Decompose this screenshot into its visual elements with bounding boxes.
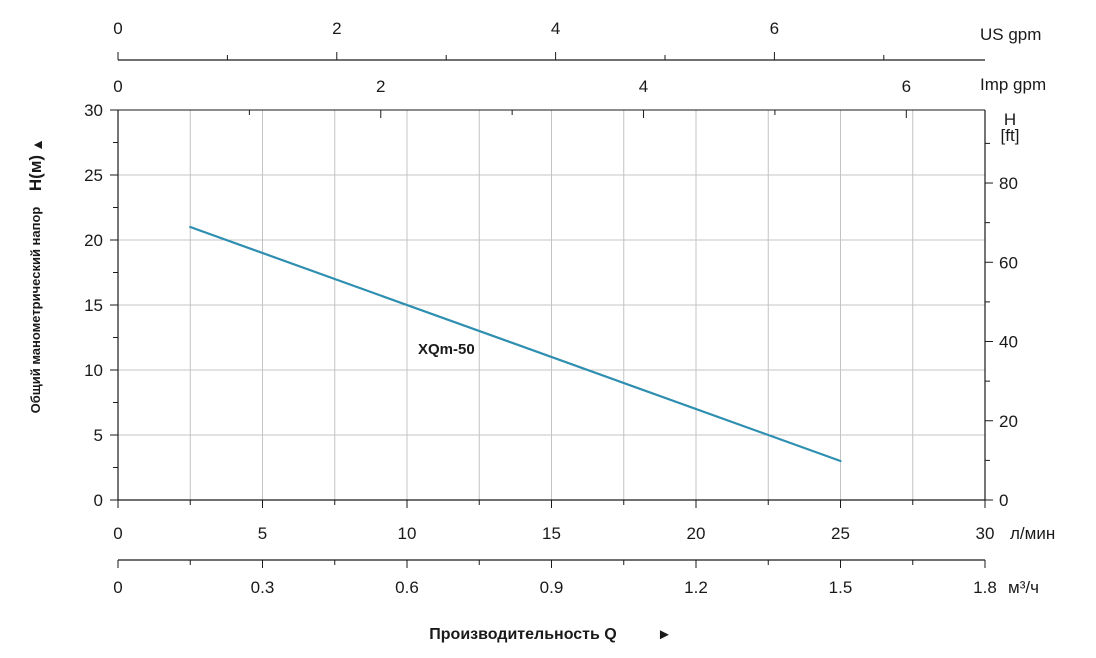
- x-usgpm-unit: US gpm: [980, 25, 1041, 44]
- x-axis-title: Производительность Q: [429, 626, 616, 643]
- y-axis-arrow: ▲: [29, 138, 45, 152]
- x-m3h-tick-label: 1.8: [973, 578, 997, 597]
- y-axis-title-group: Общий манометрический напор: [28, 207, 43, 414]
- x-lmin-tick-label: 10: [398, 524, 417, 543]
- x-impgpm-tick-label: 6: [902, 77, 911, 96]
- y-axis-unit: H(м): [26, 155, 45, 191]
- y-ft-tick-label: 40: [999, 333, 1018, 352]
- y-m-tick-label: 0: [94, 491, 103, 510]
- x-usgpm-tick-label: 0: [113, 19, 122, 38]
- x-axis-title-arrow: ►: [657, 626, 672, 643]
- axes: [110, 52, 993, 568]
- x-lmin-unit: л/мин: [1010, 524, 1055, 543]
- x-m3h-tick-label: 0.9: [540, 578, 564, 597]
- series: [189, 225, 842, 463]
- y-m-tick-label: 25: [84, 166, 103, 185]
- y-m-tick-label: 30: [84, 101, 103, 120]
- x-impgpm-unit: Imp gpm: [980, 75, 1046, 94]
- y-m-tick-label: 20: [84, 231, 103, 250]
- x-m3h-tick-label: 1.5: [829, 578, 853, 597]
- x-m3h-tick-label: 1.2: [684, 578, 708, 597]
- y-axis-arrow-group: ▲: [29, 138, 45, 152]
- x-m3h-unit: м³/ч: [1008, 578, 1039, 597]
- x-usgpm-tick-label: 2: [332, 19, 341, 38]
- x-lmin-tick-label: 30: [976, 524, 995, 543]
- y-m-tick-label: 10: [84, 361, 103, 380]
- series-label: XQm-50: [418, 341, 475, 358]
- x-impgpm-tick-label: 0: [113, 77, 122, 96]
- y-ft-tick-label: 60: [999, 253, 1018, 272]
- x-m3h-tick-label: 0.6: [395, 578, 419, 597]
- x-impgpm-tick-label: 2: [376, 77, 385, 96]
- y-ft-tick-label: 20: [999, 412, 1018, 431]
- x-lmin-tick-label: 15: [542, 524, 561, 543]
- series-line-xqm-50: [189, 225, 842, 463]
- x-m3h-tick-label: 0.3: [251, 578, 275, 597]
- y-axis-title: Общий манометрический напор: [28, 207, 43, 414]
- y-axis-unit-group: H(м): [26, 155, 45, 191]
- y-m-tick-label: 15: [84, 296, 103, 315]
- x-usgpm-tick-label: 6: [770, 19, 779, 38]
- x-lmin-tick-label: 0: [113, 524, 122, 543]
- x-lmin-tick-label: 25: [831, 524, 850, 543]
- x-lmin-tick-label: 5: [258, 524, 267, 543]
- x-usgpm-tick-label: 4: [551, 19, 560, 38]
- y-ft-tick-label: 0: [999, 491, 1008, 510]
- y-m-tick-label: 5: [94, 426, 103, 445]
- x-lmin-tick-label: 20: [687, 524, 706, 543]
- y-ft-unit-line1: H: [1004, 110, 1016, 129]
- x-impgpm-tick-label: 4: [639, 77, 648, 96]
- grid: [118, 110, 985, 500]
- x-m3h-tick-label: 0: [113, 578, 122, 597]
- y-ft-unit-line2: [ft]: [1001, 126, 1020, 145]
- y-ft-tick-label: 80: [999, 174, 1018, 193]
